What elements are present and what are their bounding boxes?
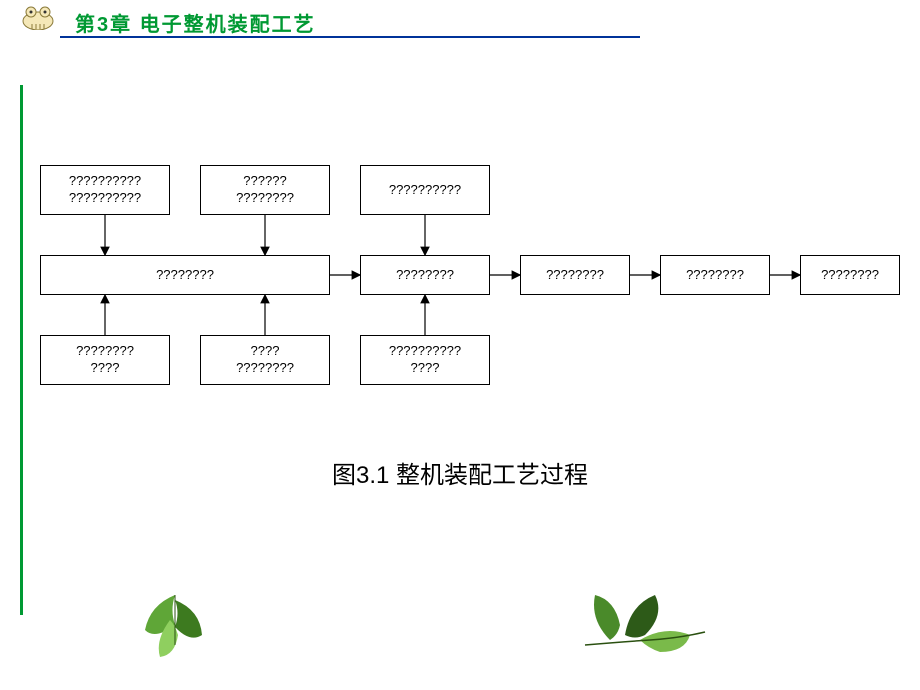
header-underline (60, 36, 640, 38)
chapter-title: 第3章 电子整机装配工艺 (75, 8, 316, 37)
leaf-decoration-left (130, 585, 220, 665)
flowchart-box-top3: ?????????? (360, 165, 490, 215)
flowchart-box-mid5: ???????? (800, 255, 900, 295)
figure-caption: 图3.1 整机装配工艺过程 (0, 455, 920, 490)
flowchart-box-bot3: ?????????????? (360, 335, 490, 385)
leaf-decoration-right (570, 580, 710, 670)
flowchart-box-mid4: ???????? (660, 255, 770, 295)
mascot-icon (20, 6, 56, 30)
page-header: 第3章 电子整机装配工艺 (0, 8, 920, 38)
flowchart-box-mid2: ???????? (360, 255, 490, 295)
flowchart-box-bot2: ???????????? (200, 335, 330, 385)
flowchart-box-mid3: ???????? (520, 255, 630, 295)
flowchart-diagram: ????????????????????????????????????????… (30, 165, 910, 395)
flowchart-box-top2: ?????????????? (200, 165, 330, 215)
flowchart-box-top1: ???????????????????? (40, 165, 170, 215)
vertical-accent-bar (20, 85, 23, 615)
flowchart-box-mid1: ???????? (40, 255, 330, 295)
flowchart-box-bot1: ???????????? (40, 335, 170, 385)
